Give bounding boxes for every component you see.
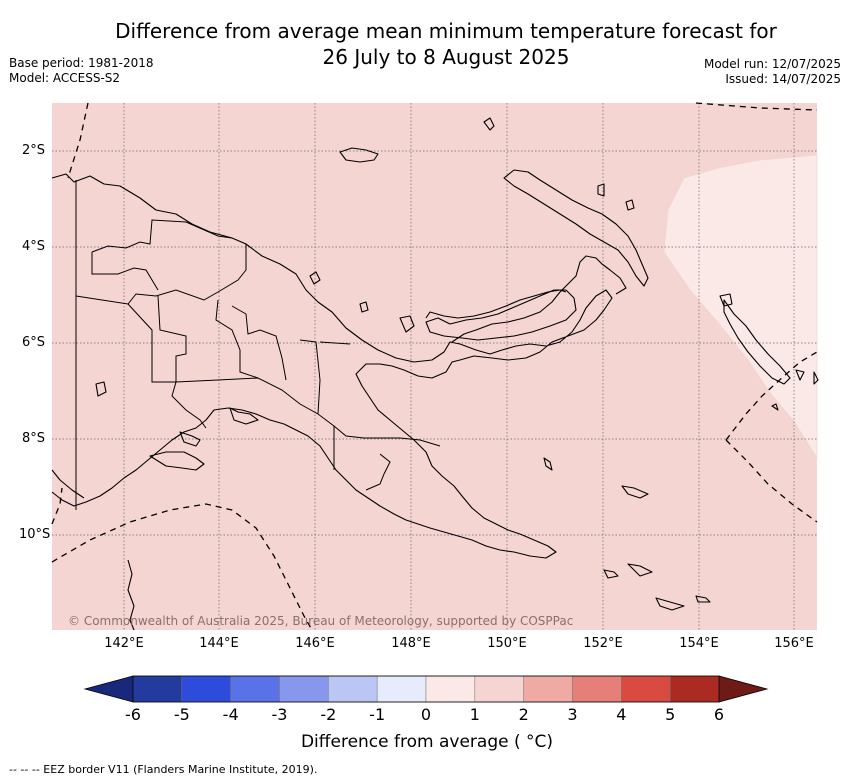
model-name: Model: ACCESS-S2 <box>9 71 121 85</box>
eez-footnote: -- -- -- EEZ border V11 (Flanders Marine… <box>9 763 318 776</box>
colorbar-swatch <box>328 675 378 703</box>
colorbar-over-extension <box>718 675 769 703</box>
lon-tick-156e: 156°E <box>774 636 814 651</box>
title-line-1: Difference from average mean minimum tem… <box>115 19 777 43</box>
colorbar-tick-label: -3 <box>271 705 288 724</box>
lon-tick-154e: 154°E <box>679 636 719 651</box>
colorbar <box>83 675 769 703</box>
colorbar-tick-label: 5 <box>665 705 676 724</box>
issued-date: Issued: 14/07/2025 <box>725 72 841 86</box>
meta-right: Model run: 12/07/2025 Issued: 14/07/2025 <box>704 57 841 87</box>
colorbar-swatch <box>230 675 280 703</box>
lat-tick-8s: 8°S <box>21 431 45 446</box>
colorbar-under-extension <box>83 675 134 703</box>
colorbar-swatch <box>572 675 622 703</box>
lat-tick-6s: 6°S <box>21 335 45 350</box>
new-britain-coast <box>425 289 567 319</box>
map-title: Difference from average mean minimum tem… <box>0 18 850 70</box>
colorbar-tick-label: 1 <box>469 705 480 724</box>
coastlines <box>51 117 819 631</box>
graticule <box>52 103 817 630</box>
model-run: Model run: 12/07/2025 <box>703 57 841 71</box>
colorbar-swatch <box>425 675 476 703</box>
manus-island <box>339 147 379 163</box>
colorbar-tick-label: 0 <box>420 705 432 724</box>
lat-tick-2s: 2°S <box>21 143 45 158</box>
lat-tick-4s: 4°S <box>21 239 45 254</box>
colorbar-tick-label: -5 <box>173 705 190 724</box>
colorbar-tick-label: 3 <box>567 705 578 724</box>
colorbar-label: Difference from average ( °C) <box>300 732 554 752</box>
colorbar-frame <box>132 675 720 703</box>
colorbar-swatch <box>669 675 720 703</box>
lon-tick-148e: 148°E <box>391 636 431 651</box>
light-anomaly-region <box>663 154 818 460</box>
meta-left: Base period: 1981-2018 Model: ACCESS-S2 <box>9 56 154 86</box>
lon-tick-152e: 152°E <box>583 636 623 651</box>
title-line-2: 26 July to 8 August 2025 <box>322 45 570 69</box>
cape-york-coast <box>127 559 135 631</box>
new-guinea-coast <box>51 173 613 559</box>
colorbar-swatch <box>376 675 427 703</box>
colorbar-swatch <box>523 675 573 703</box>
lon-tick-144e: 144°E <box>199 636 239 651</box>
colorbar-tick-label: -1 <box>369 705 386 724</box>
colorbar-swatch <box>474 675 524 703</box>
lat-tick-10s: 10°S <box>19 527 51 542</box>
colorbar-tick-label: 4 <box>616 705 627 724</box>
colorbar-tick-label: 2 <box>518 705 529 724</box>
colorbar-swatch <box>132 675 183 703</box>
eez-border <box>51 102 818 631</box>
colorbar-tick-label: -2 <box>320 705 337 724</box>
colorbar-tick-label: -6 <box>125 705 141 724</box>
colorbar-tick-label: -4 <box>222 705 239 724</box>
copyright-notice: © Commonwealth of Australia 2025, Bureau… <box>68 614 574 628</box>
province-borders <box>75 180 441 510</box>
new-ireland-coast <box>503 169 649 287</box>
lon-tick-150e: 150°E <box>487 636 527 651</box>
bougainville-coast <box>723 299 791 385</box>
colorbar-swatch <box>279 675 329 703</box>
lon-tick-146e: 146°E <box>295 636 335 651</box>
base-period: Base period: 1981-2018 <box>9 56 154 70</box>
colorbar-swatch <box>181 675 231 703</box>
colorbar-tick-label: 6 <box>713 705 725 724</box>
lon-tick-142e: 142°E <box>104 636 144 651</box>
colorbar-swatch <box>621 675 671 703</box>
